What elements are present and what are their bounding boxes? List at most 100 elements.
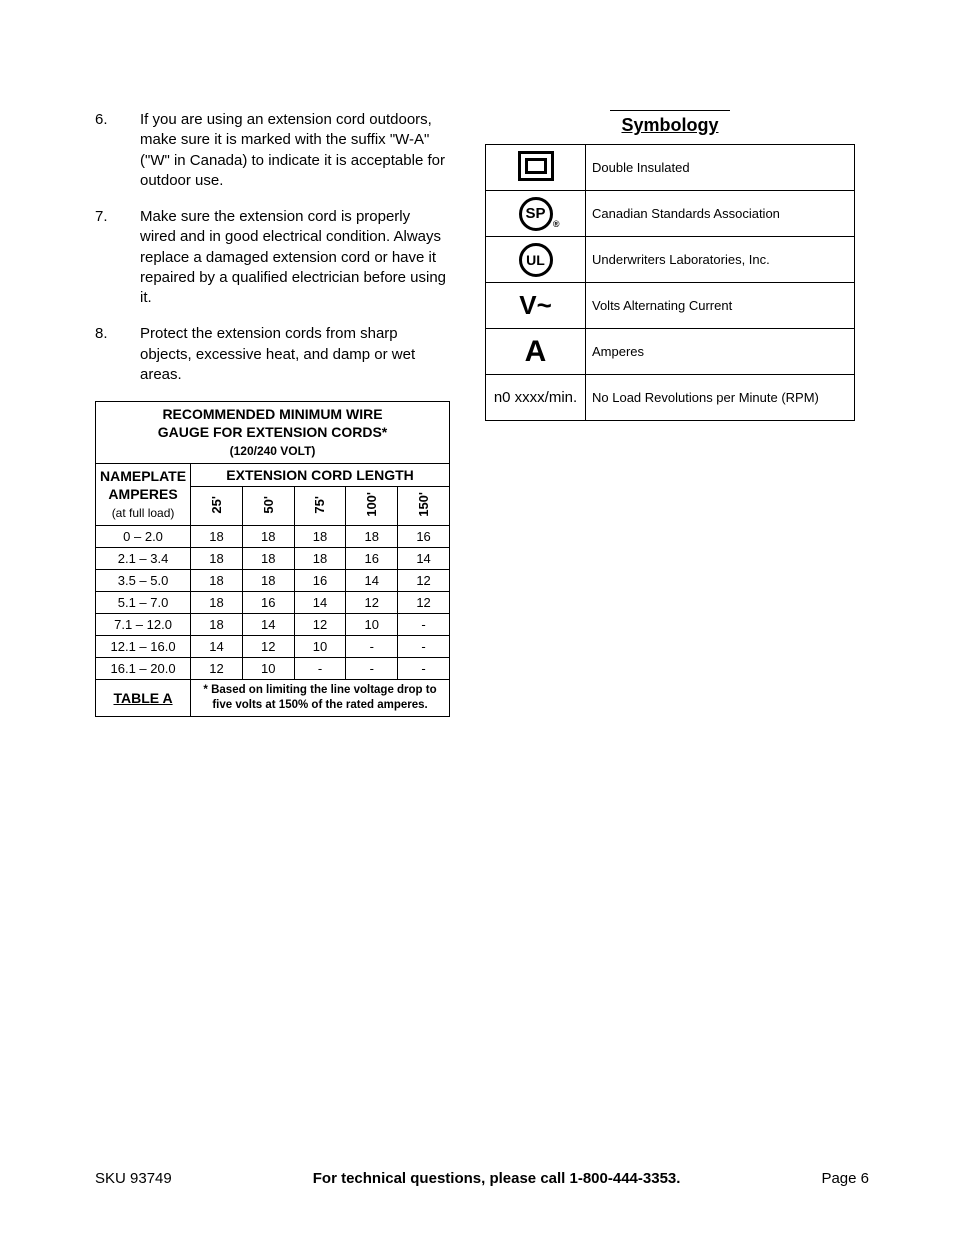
table-a-label: TABLE A xyxy=(96,679,191,716)
title-line: GAUGE FOR EXTENSION CORDS* xyxy=(158,424,387,440)
two-column-layout: 6. If you are using an extension cord ou… xyxy=(95,110,869,717)
sym-desc: Underwriters Laboratories, Inc. xyxy=(586,237,855,283)
nameplate-header: NAMEPLATE AMPERES (at full load) xyxy=(96,463,191,525)
amps-cell: 2.1 – 3.4 xyxy=(96,547,191,569)
list-text: Make sure the extension cord is properly… xyxy=(140,207,450,308)
sym-desc: Canadian Standards Association xyxy=(586,191,855,237)
gauge-cell: 16 xyxy=(242,591,294,613)
sym-desc: No Load Revolutions per Minute (RPM) xyxy=(586,375,855,421)
sym-row: n0 xxxx/min. No Load Revolutions per Min… xyxy=(486,375,855,421)
left-column: 6. If you are using an extension cord ou… xyxy=(95,110,450,717)
gauge-cell: 12 xyxy=(398,591,450,613)
page-footer: SKU 93749 For technical questions, pleas… xyxy=(95,1170,869,1187)
symbology-table: Double Insulated SP Canadian Standards A… xyxy=(485,144,855,421)
amps-cell: 3.5 – 5.0 xyxy=(96,569,191,591)
length-cell: 100' xyxy=(346,487,398,526)
gauge-cell: 18 xyxy=(191,591,243,613)
gauge-cell: 14 xyxy=(191,635,243,657)
gauge-cell: - xyxy=(346,635,398,657)
gauge-cell: - xyxy=(294,657,346,679)
symbology-title-rule: Symbology xyxy=(610,110,730,136)
amperes-icon: A xyxy=(486,329,586,375)
list-text: Protect the extension cords from sharp o… xyxy=(140,324,450,385)
table-row: 16.1 – 20.01210--- xyxy=(96,657,450,679)
sym-desc: Amperes xyxy=(586,329,855,375)
amps-cell: 16.1 – 20.0 xyxy=(96,657,191,679)
length-cell: 25' xyxy=(191,487,243,526)
amps-cell: 5.1 – 7.0 xyxy=(96,591,191,613)
right-column: Symbology Double Insulated SP Canadian S… xyxy=(485,110,855,717)
gauge-cell: 18 xyxy=(346,525,398,547)
gauge-cell: 12 xyxy=(398,569,450,591)
gauge-cell: 18 xyxy=(294,547,346,569)
footer-page-number: Page 6 xyxy=(821,1170,869,1187)
table-row: 5.1 – 7.01816141212 xyxy=(96,591,450,613)
gauge-cell: 14 xyxy=(346,569,398,591)
gauge-cell: - xyxy=(346,657,398,679)
gauge-cell: - xyxy=(398,613,450,635)
wire-gauge-table: RECOMMENDED MINIMUM WIRE GAUGE FOR EXTEN… xyxy=(95,401,450,717)
sym-row: Double Insulated xyxy=(486,145,855,191)
footer-sku: SKU 93749 xyxy=(95,1170,172,1187)
gauge-cell: 18 xyxy=(242,525,294,547)
footer-support-text: For technical questions, please call 1-8… xyxy=(313,1170,681,1187)
length-cell: 75' xyxy=(294,487,346,526)
gauge-cell: 18 xyxy=(294,525,346,547)
list-item-7: 7. Make sure the extension cord is prope… xyxy=(95,207,450,308)
list-number: 8. xyxy=(95,324,140,385)
gauge-cell: 16 xyxy=(398,525,450,547)
title-subtitle: (120/240 VOLT) xyxy=(230,444,316,458)
gauge-cell: - xyxy=(398,657,450,679)
gauge-cell: 12 xyxy=(242,635,294,657)
list-item-6: 6. If you are using an extension cord ou… xyxy=(95,110,450,191)
csa-icon: SP xyxy=(486,191,586,237)
list-item-8: 8. Protect the extension cords from shar… xyxy=(95,324,450,385)
table-row: 3.5 – 5.01818161412 xyxy=(96,569,450,591)
rpm-icon: n0 xxxx/min. xyxy=(486,375,586,421)
gauge-cell: 18 xyxy=(191,569,243,591)
sym-row: SP Canadian Standards Association xyxy=(486,191,855,237)
sym-desc: Volts Alternating Current xyxy=(586,283,855,329)
gauge-cell: 18 xyxy=(191,525,243,547)
table-row: 0 – 2.01818181816 xyxy=(96,525,450,547)
list-number: 7. xyxy=(95,207,140,308)
np-line: NAMEPLATE xyxy=(100,468,186,484)
np-line: AMPERES xyxy=(108,486,177,502)
gauge-cell: 18 xyxy=(242,569,294,591)
gauge-cell: 14 xyxy=(242,613,294,635)
gauge-cell: 18 xyxy=(191,613,243,635)
gauge-cell: 14 xyxy=(294,591,346,613)
gauge-cell: 12 xyxy=(191,657,243,679)
sym-row: V~ Volts Alternating Current xyxy=(486,283,855,329)
gauge-cell: 10 xyxy=(242,657,294,679)
gauge-cell: 10 xyxy=(294,635,346,657)
symbology-title: Symbology xyxy=(610,115,730,136)
vac-icon: V~ xyxy=(486,283,586,329)
list-number: 6. xyxy=(95,110,140,191)
amps-cell: 12.1 – 16.0 xyxy=(96,635,191,657)
gauge-cell: 12 xyxy=(346,591,398,613)
table-row: 7.1 – 12.018141210- xyxy=(96,613,450,635)
table-row: 12.1 – 16.0141210-- xyxy=(96,635,450,657)
gauge-cell: 18 xyxy=(191,547,243,569)
double-insulated-icon xyxy=(486,145,586,191)
sym-row: A Amperes xyxy=(486,329,855,375)
amps-cell: 0 – 2.0 xyxy=(96,525,191,547)
list-text: If you are using an extension cord outdo… xyxy=(140,110,450,191)
gauge-cell: 16 xyxy=(294,569,346,591)
table-title: RECOMMENDED MINIMUM WIRE GAUGE FOR EXTEN… xyxy=(96,402,450,464)
title-line: RECOMMENDED MINIMUM WIRE xyxy=(162,406,382,422)
ul-icon: UL xyxy=(486,237,586,283)
gauge-cell: 12 xyxy=(294,613,346,635)
gauge-cell: 18 xyxy=(242,547,294,569)
sym-row: UL Underwriters Laboratories, Inc. xyxy=(486,237,855,283)
gauge-cell: - xyxy=(398,635,450,657)
table-footnote: * Based on limiting the line voltage dro… xyxy=(191,679,450,716)
length-cell: 150' xyxy=(398,487,450,526)
np-line: (at full load) xyxy=(112,506,175,520)
amps-cell: 7.1 – 12.0 xyxy=(96,613,191,635)
gauge-cell: 16 xyxy=(346,547,398,569)
gauge-cell: 14 xyxy=(398,547,450,569)
gauge-cell: 10 xyxy=(346,613,398,635)
table-row: 2.1 – 3.41818181614 xyxy=(96,547,450,569)
